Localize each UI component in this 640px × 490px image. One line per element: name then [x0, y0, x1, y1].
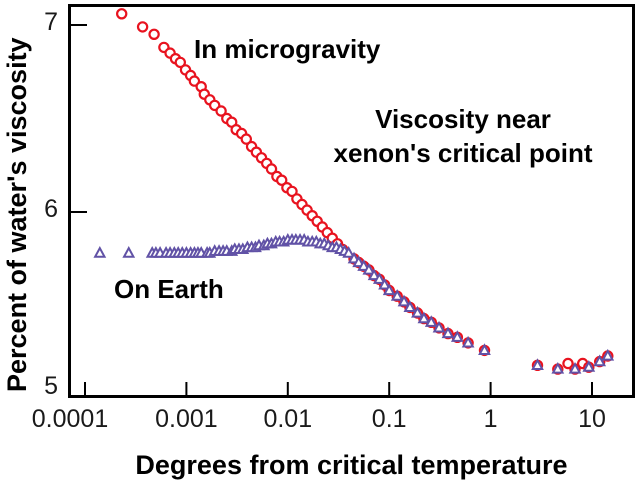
data-point-microgravity-circle [136, 21, 149, 33]
x-tick-label: 0.01 [263, 405, 313, 433]
data-point-earth-triangle [411, 305, 424, 318]
data-point-microgravity-circle [115, 8, 128, 20]
data-point-earth-triangle [551, 361, 565, 374]
data-point-earth-triangle [441, 326, 455, 339]
x-tick-label: 1 [483, 405, 498, 433]
data-point-earth-triangle [424, 315, 438, 327]
data-point-earth-triangle [362, 262, 376, 275]
series-label-microgravity: In microgravity [194, 34, 381, 64]
x-tick-label: 10 [578, 405, 606, 433]
data-point-earth-triangle [397, 294, 411, 307]
chart-title-line2: xenon's critical point [333, 138, 593, 168]
data-point-earth-triangle [93, 246, 107, 258]
data-point-earth-triangle [390, 289, 404, 301]
data-point-earth-triangle [478, 343, 491, 355]
data-point-microgravity-circle [215, 105, 227, 117]
data-point-earth-triangle [568, 361, 582, 374]
data-point-earth-triangle [403, 300, 417, 312]
data-point-microgravity-circle [174, 56, 186, 69]
x-tick-label: 0.0001 [31, 405, 109, 433]
data-point-earth-triangle [582, 360, 596, 372]
data-point-earth-triangle [601, 348, 615, 361]
data-point-earth-triangle [342, 246, 356, 258]
y-tick-label: 6 [44, 195, 58, 223]
data-point-earth-triangle [531, 358, 544, 370]
data-point-earth-triangle [417, 311, 431, 324]
data-point-microgravity-circle [562, 357, 574, 370]
data-point-earth-triangle [367, 268, 381, 281]
data-point-earth-triangle [382, 283, 396, 296]
y-tick-label: 7 [44, 8, 58, 36]
series-label-earth: On Earth [114, 274, 224, 304]
y-tick-label: 5 [44, 372, 58, 400]
data-point-earth-triangle [378, 277, 391, 290]
data-point-earth-triangle [122, 246, 136, 258]
data-point-earth-triangle [432, 320, 446, 333]
data-point-earth-triangle [593, 354, 607, 367]
chart-title: Viscosity near xenon's critical point [318, 102, 608, 170]
data-point-microgravity-circle [265, 163, 278, 175]
chart-title-line1: Viscosity near [375, 104, 551, 134]
data-point-earth-triangle [450, 330, 464, 342]
plot-border [68, 4, 635, 398]
x-axis-title: Degrees from critical temperature [135, 450, 568, 480]
data-point-earth-triangle [357, 259, 371, 271]
data-point-microgravity-circle [240, 133, 252, 145]
data-point-earth-triangle [372, 272, 386, 284]
x-tick-label: 0.001 [155, 405, 218, 433]
data-point-earth-triangle [352, 255, 366, 268]
data-point-microgravity-circle [276, 174, 288, 186]
data-point-earth-triangle [461, 335, 475, 348]
x-tick-label: 0.1 [371, 405, 407, 433]
data-point-microgravity-circle [148, 28, 160, 40]
